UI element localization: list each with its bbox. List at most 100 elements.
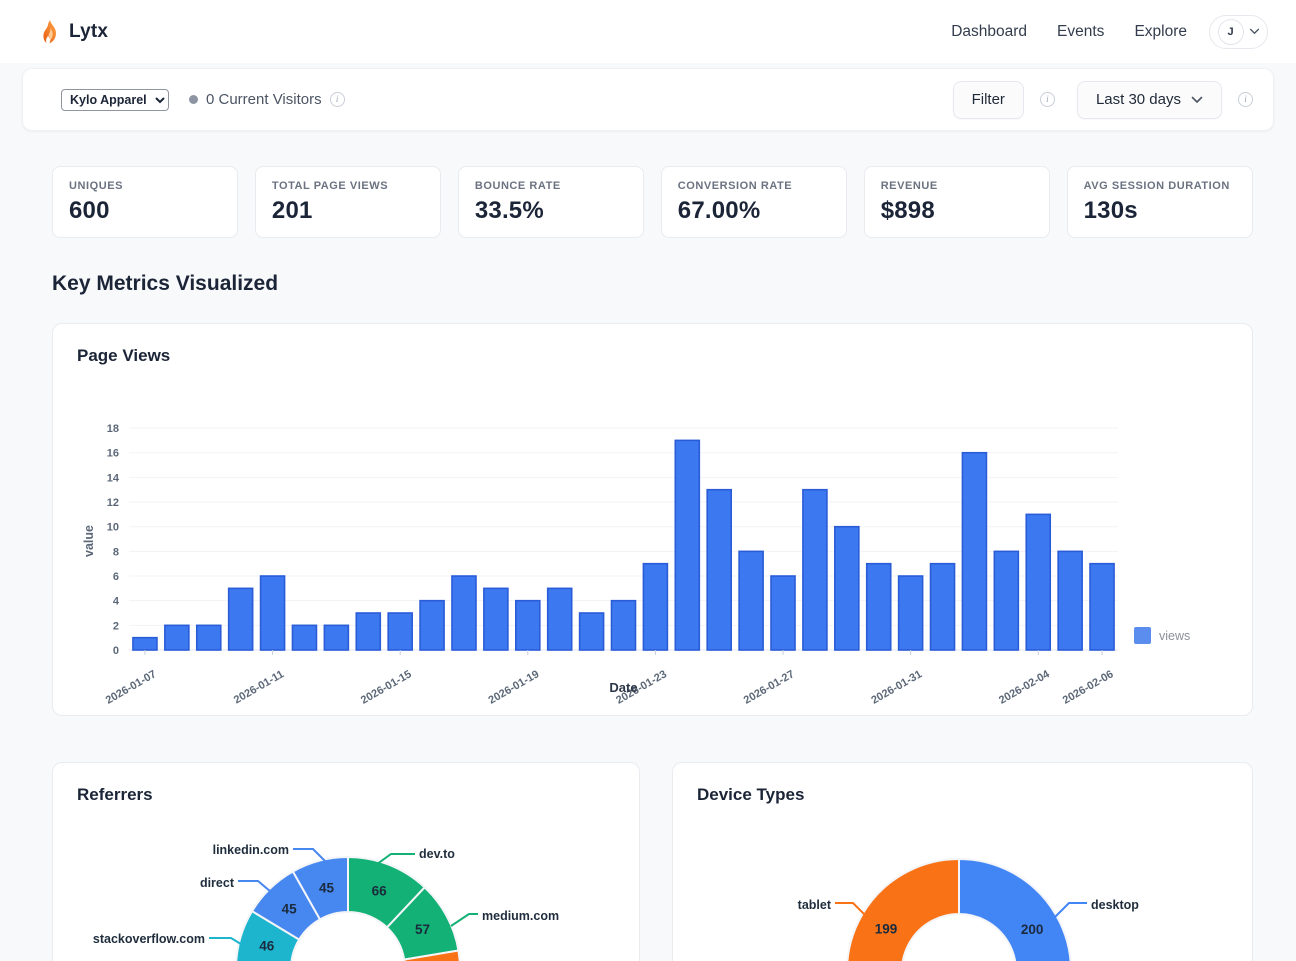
stat-value: 600 xyxy=(69,197,110,224)
referrers-title: Referrers xyxy=(77,785,153,804)
slice-value-label: 57 xyxy=(415,922,430,937)
filter-button-label: Filter xyxy=(971,91,1005,108)
bar-2026-01-22 xyxy=(610,599,637,651)
legend-label[interactable]: views xyxy=(1159,629,1190,643)
x-axis-tick-label: 2026-01-07 xyxy=(104,668,159,707)
x-axis-tick-label: 2026-01-27 xyxy=(742,668,797,707)
stat-label: BOUNCE RATE xyxy=(474,180,561,192)
callout-leader-line xyxy=(1050,902,1087,922)
device-types-donut-chart: 200 desktop 199 tablet xyxy=(798,857,1139,961)
stat-card-conversion-rate: CONVERSION RATE 67.00% xyxy=(660,166,848,238)
stat-label: UNIQUES xyxy=(69,180,123,192)
bar-2026-01-08 xyxy=(164,624,190,651)
flame-logo-icon xyxy=(40,19,60,45)
slice-callout-label: dev.to xyxy=(419,847,455,861)
filter-bar: Kylo Apparel 0 Current Visitors i Filter… xyxy=(22,68,1274,131)
stat-value: $898 xyxy=(880,197,935,224)
callout-leader-line xyxy=(372,853,415,868)
bar-2026-02-03 xyxy=(993,550,1020,651)
y-axis-tick-label: 10 xyxy=(107,522,119,534)
slice-value-label: 45 xyxy=(319,880,335,895)
device-types-card: Device Types 200 desktop 199 tablet xyxy=(672,762,1253,961)
donut-slice-tablet xyxy=(846,857,960,961)
x-axis-tick-label: 2026-02-06 xyxy=(1061,668,1116,707)
stats-row: UNIQUES 600 TOTAL PAGE VIEWS 201 BOUNCE RATE… xyxy=(52,166,1254,238)
bar-2026-01-29 xyxy=(834,525,860,651)
slice-value-label: 46 xyxy=(259,939,275,954)
callout-leader-line xyxy=(450,913,478,927)
stat-label: AVG SESSION DURATION xyxy=(1083,180,1230,192)
bar-2026-01-21 xyxy=(578,612,605,651)
y-axis-tick-label: 16 xyxy=(107,448,119,460)
slice-callout-label: desktop xyxy=(1091,898,1139,912)
bar-2026-02-04 xyxy=(1025,513,1052,651)
slice-callout-label: direct xyxy=(200,876,235,890)
bar-2026-01-23 xyxy=(642,562,669,651)
y-axis-tick-label: 14 xyxy=(107,472,120,484)
y-axis-title: value xyxy=(82,525,96,557)
bar-2026-01-27 xyxy=(770,575,796,651)
stat-card-bounce-rate: BOUNCE RATE 33.5% xyxy=(457,166,645,238)
current-visitors-text: 0 Current Visitors xyxy=(206,91,322,108)
y-axis-tick-label: 0 xyxy=(113,645,119,657)
callout-leader-line xyxy=(835,902,872,922)
bar-2026-01-12 xyxy=(291,624,318,651)
slice-value-label: 45 xyxy=(282,901,298,916)
referrers-donut-chart: 66 dev.to 57 medium.com 46 stackoverflow.com 4… xyxy=(93,843,559,961)
callout-leader-line xyxy=(293,848,332,868)
bar-2026-01-10 xyxy=(227,587,254,651)
user-menu[interactable]: J xyxy=(1209,14,1268,49)
x-axis-tick-label: 2026-01-11 xyxy=(232,668,286,706)
bar-2026-01-15 xyxy=(387,612,413,651)
slice-callout-label: tablet xyxy=(798,898,832,912)
nav-link-dashboard[interactable]: Dashboard xyxy=(951,22,1028,40)
bar-2026-01-30 xyxy=(865,562,892,651)
bar-2026-01-26 xyxy=(738,550,764,651)
slice-callout-label: medium.com xyxy=(482,909,559,923)
stat-label: REVENUE xyxy=(880,180,938,192)
slice-value-label: 66 xyxy=(372,883,388,898)
bar-2026-01-20 xyxy=(546,587,573,651)
page-views-bar-chart: 0 2 4 6 8 10 12 14 16 18 2026-01-07 2026-01-11 2026-… xyxy=(82,423,1190,707)
nav-link-explore[interactable]: Explore xyxy=(1134,22,1187,40)
x-axis-tick-label: 2026-01-31 xyxy=(869,668,924,707)
stat-card-total-page-views: TOTAL PAGE VIEWS 201 xyxy=(254,166,442,238)
bar-2026-01-25 xyxy=(706,488,733,651)
info-icon[interactable]: i xyxy=(1238,92,1253,107)
page-title: Key Metrics Visualized xyxy=(52,272,279,295)
nav-link-events[interactable]: Events xyxy=(1057,22,1105,40)
chevron-down-icon xyxy=(1191,96,1203,103)
bar-2026-02-06 xyxy=(1089,562,1115,651)
bar-2026-01-19 xyxy=(514,599,541,651)
brand-name: Lytx xyxy=(69,20,109,42)
bar-2026-01-09 xyxy=(195,624,222,651)
slice-value-label: 199 xyxy=(875,921,898,936)
x-axis-title: Date xyxy=(609,680,637,695)
slice-callout-label: linkedin.com xyxy=(213,843,289,857)
site-select[interactable]: Kylo Apparel xyxy=(61,88,169,111)
bar-2026-01-14 xyxy=(355,612,382,651)
brand: Lytx xyxy=(40,19,108,45)
callout-leader-line xyxy=(238,880,278,898)
y-axis-tick-label: 8 xyxy=(113,546,119,558)
bar-2026-01-18 xyxy=(483,587,509,651)
page-views-title: Page Views xyxy=(77,346,171,365)
bar-2026-01-13 xyxy=(323,624,350,651)
info-icon[interactable]: i xyxy=(1039,92,1055,107)
info-icon[interactable]: i xyxy=(329,92,345,107)
stat-value: 130s xyxy=(1083,197,1138,224)
x-axis-tick-label: 2026-01-19 xyxy=(487,668,542,707)
legend-swatch[interactable] xyxy=(1134,627,1151,644)
stat-value: 67.00% xyxy=(677,197,761,224)
date-range-button[interactable]: Last 30 days xyxy=(1076,80,1222,119)
donut-slice-desktop xyxy=(958,857,1072,961)
stat-value: 33.5% xyxy=(474,197,544,224)
x-axis-tick-label: 2026-01-15 xyxy=(359,668,414,707)
chevron-down-icon xyxy=(1249,28,1259,34)
y-axis-tick-label: 12 xyxy=(107,497,119,509)
bar-2026-01-24 xyxy=(674,439,701,651)
filter-button[interactable]: Filter xyxy=(952,80,1024,119)
bar-2026-02-01 xyxy=(929,562,956,651)
bar-2026-01-11 xyxy=(259,575,286,651)
donut-slice-linkedin.com xyxy=(291,855,349,921)
